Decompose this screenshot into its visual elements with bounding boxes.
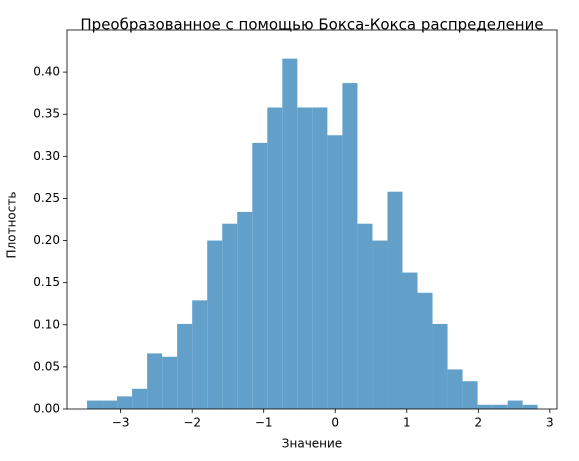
bar bbox=[417, 292, 433, 409]
bar bbox=[117, 396, 133, 409]
y-tick-label: 0.20 bbox=[33, 233, 60, 247]
bar bbox=[237, 211, 253, 409]
bar bbox=[357, 223, 373, 409]
bar bbox=[282, 58, 298, 409]
bar bbox=[387, 191, 403, 409]
y-tick-label: 0.10 bbox=[33, 317, 60, 331]
bar bbox=[102, 400, 118, 409]
bar bbox=[432, 323, 448, 409]
bar bbox=[222, 223, 238, 409]
plot-frame bbox=[66, 29, 558, 410]
bar bbox=[462, 381, 478, 409]
y-axis-label: Плотность bbox=[5, 192, 19, 259]
y-tick-label: 0.40 bbox=[33, 65, 60, 79]
y-tick-label: 0.00 bbox=[33, 402, 60, 416]
y-tick-label: 0.35 bbox=[33, 107, 60, 121]
bar bbox=[402, 272, 418, 409]
bar bbox=[192, 300, 208, 409]
x-tick-label: 1 bbox=[403, 416, 411, 430]
x-tick-label: −1 bbox=[255, 416, 273, 430]
x-tick-label: −2 bbox=[183, 416, 201, 430]
bar bbox=[312, 107, 328, 410]
x-tick-label: −3 bbox=[112, 416, 130, 430]
bar bbox=[177, 323, 193, 409]
bar bbox=[252, 142, 268, 409]
y-tick-label: 0.30 bbox=[33, 149, 60, 163]
y-tick-label: 0.15 bbox=[33, 275, 60, 289]
bar bbox=[327, 135, 343, 409]
x-tick-label: 3 bbox=[546, 416, 554, 430]
bar bbox=[342, 83, 358, 409]
bar bbox=[372, 240, 388, 409]
bar bbox=[162, 356, 178, 409]
bar bbox=[297, 107, 313, 410]
chart-title: Преобразованное с помощью Бокса-Кокса ра… bbox=[80, 16, 543, 34]
bar bbox=[477, 404, 493, 409]
bar bbox=[447, 369, 463, 409]
bar bbox=[522, 404, 538, 409]
bar bbox=[492, 404, 508, 409]
x-tick-label: 2 bbox=[474, 416, 482, 430]
bar bbox=[207, 240, 223, 409]
x-axis-label: Значение bbox=[282, 437, 342, 451]
x-tick-label: 0 bbox=[331, 416, 339, 430]
bar bbox=[507, 400, 523, 409]
bar bbox=[267, 107, 283, 410]
y-tick-label: 0.05 bbox=[33, 359, 60, 373]
y-tick-label: 0.25 bbox=[33, 191, 60, 205]
bar bbox=[132, 388, 148, 409]
bar bbox=[147, 353, 163, 409]
bar bbox=[87, 400, 103, 409]
